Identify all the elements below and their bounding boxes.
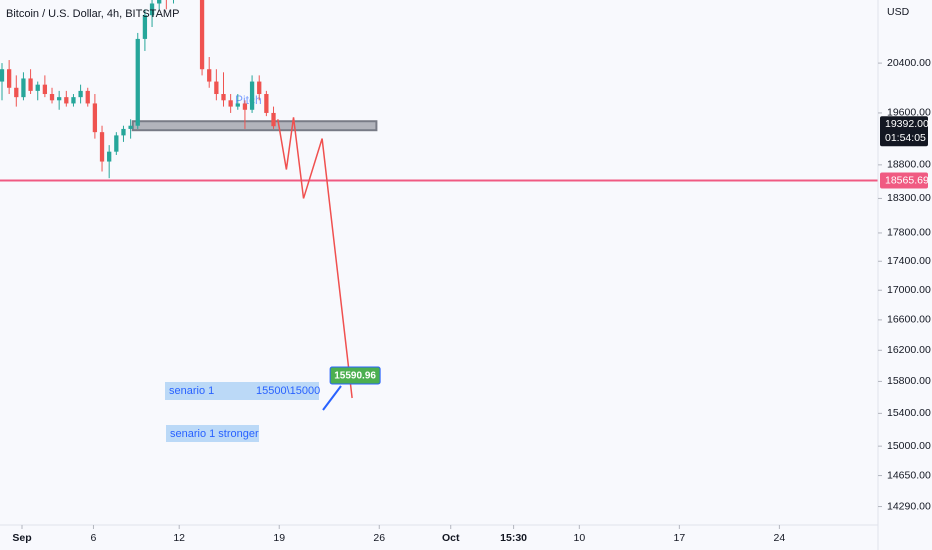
scenario-path [277,117,353,399]
note-text: senario 1 [169,385,214,397]
candle-body [264,94,269,113]
hline-label: 18565.69 [885,174,929,186]
candle-body [249,81,255,110]
y-tick-label: 18300.00 [887,192,931,204]
chart-title: Bitcoin / U.S. Dollar, 4h, BITSTAMP [6,8,179,20]
candle-body [235,103,240,107]
candle-body [207,69,212,82]
overlays: 15590.96 [329,366,381,385]
candle-body [214,81,219,95]
candle-body [242,103,248,110]
candle-body [142,15,148,39]
countdown-label: 01:54:05 [885,132,926,144]
candle-body [114,135,119,152]
x-tick-label: 26 [373,532,385,544]
note-box [166,425,259,442]
candle-body [99,132,105,162]
hline-badge [880,172,928,189]
note-text: senario 1 stronger [170,428,259,440]
y-tick-label: 17800.00 [887,227,931,239]
y-tick-label: 15400.00 [887,407,931,419]
y-tick-label: 17400.00 [887,255,931,267]
y-tick-label: 16200.00 [887,344,931,356]
y-tick-label: 14650.00 [887,469,931,481]
candle-body [107,151,112,162]
note-box [165,382,319,400]
candle-body [92,103,98,133]
candle-body [21,78,26,98]
candle-body [49,94,55,101]
y-tick-label: 16600.00 [887,314,931,326]
last-price-badge [880,116,928,147]
x-tick-label: 12 [173,532,185,544]
pattern-label: Pitch [235,93,262,107]
x-tick-label: 17 [674,532,686,544]
target-badge [329,366,381,385]
candle-body [271,112,276,127]
plot-area: Pitch [0,0,878,399]
x-tick-label: Sep [12,532,31,544]
candle-body [199,0,205,70]
candle-body [221,94,226,101]
candle-body [121,128,126,136]
x-tick-label: 10 [573,532,585,544]
candle-body [64,97,69,104]
candle-body [257,81,262,95]
x-tick-label: 24 [774,532,786,544]
candle-body [228,100,233,107]
candle-body [78,90,83,98]
candle-body [7,69,12,88]
candle-body [28,78,33,91]
x-tick-label: 15:30 [500,532,527,544]
y-tick-label: 19600.00 [887,107,931,119]
candle-body [0,69,5,82]
last-price-label: 19392.00 [885,118,929,130]
note-text: 15500\15000 [256,385,320,397]
candle-body [157,0,162,4]
y-tick-label: 15800.00 [887,375,931,387]
candle-body [42,84,48,95]
y-tick-label: 18800.00 [887,159,931,171]
candle-body [149,3,155,16]
y-tick-label: 14290.00 [887,500,931,512]
candle-body [85,90,90,104]
callout-line [322,385,342,411]
candle-body [71,97,76,104]
x-tick-label: 6 [91,532,97,544]
candle-body [128,125,133,129]
x-tick-label: 19 [273,532,285,544]
candle-body [135,38,140,126]
y-tick-label: 15000.00 [887,440,931,452]
currency-label: USD [887,6,910,18]
candle-body [14,87,19,98]
range-box [131,120,378,132]
candle-body [35,84,40,91]
y-tick-label: 20400.00 [887,57,931,69]
y-tick-label: 17000.00 [887,284,931,296]
target-label: 15590.96 [334,371,376,382]
candle-body [57,97,62,101]
x-tick-label: Oct [442,532,460,544]
